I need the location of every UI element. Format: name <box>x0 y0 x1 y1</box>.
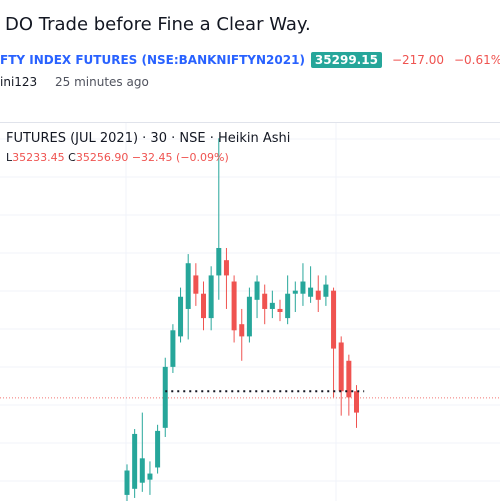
candle-body <box>124 470 130 495</box>
legend-change: −32.45 (−0.09%) <box>131 151 229 164</box>
author-name[interactable]: ini123 <box>0 75 38 89</box>
candle-body <box>277 308 283 312</box>
candle-body <box>308 287 314 297</box>
candle-body <box>216 247 222 276</box>
candle-body <box>300 281 306 294</box>
candle-body <box>246 296 252 337</box>
low-value: 35233.45 <box>12 151 65 164</box>
candle-body <box>262 293 268 309</box>
candle-body <box>185 263 191 309</box>
low-label: L <box>6 151 13 164</box>
candle-body <box>285 293 291 319</box>
published-time: 25 minutes ago <box>55 75 149 89</box>
candle-body <box>239 324 245 337</box>
candle-body <box>139 458 145 483</box>
candle-body <box>178 296 184 337</box>
candle-body <box>147 473 153 480</box>
author-row: ini123 25 minutes ago <box>0 75 149 89</box>
candle-body <box>338 342 344 392</box>
chart-legend-title: FUTURES (JUL 2021) · 30 · NSE · Heikin A… <box>6 131 291 146</box>
candlestick-chart[interactable] <box>0 123 500 501</box>
candle-body <box>155 430 161 468</box>
candle-body <box>331 290 337 349</box>
candle-body <box>315 290 321 300</box>
candle-body <box>323 284 329 297</box>
price-badge: 35299.15 <box>310 52 382 68</box>
close-value: 35256.90 <box>75 151 129 164</box>
candle-body <box>132 433 138 489</box>
candle-body <box>231 281 237 331</box>
candle-body <box>170 330 176 367</box>
candle-body <box>346 360 352 398</box>
price-change-pct: −0.61% <box>453 53 500 67</box>
candle-body <box>269 302 275 309</box>
candle-body <box>208 275 214 319</box>
candle-body <box>354 391 359 413</box>
candle-body <box>193 275 199 294</box>
candle-body <box>254 281 260 300</box>
price-change: −217.00 <box>391 53 444 67</box>
candle-body <box>162 366 168 428</box>
chart-area[interactable] <box>0 122 500 501</box>
symbol-link[interactable]: FTY INDEX FUTURES (NSE:BANKNIFTYN2021) <box>0 53 305 67</box>
close-label: C <box>68 151 76 164</box>
candle-body <box>201 293 206 319</box>
symbol-row: FTY INDEX FUTURES (NSE:BANKNIFTYN2021) 3… <box>0 50 500 70</box>
chart-ohlc-values: L35233.45 C35256.90 −32.45 (−0.09%) <box>6 151 229 164</box>
candle-body <box>292 290 298 294</box>
candle-body <box>223 260 229 276</box>
idea-title: DO Trade before Fine a Clear Way. <box>5 14 311 35</box>
